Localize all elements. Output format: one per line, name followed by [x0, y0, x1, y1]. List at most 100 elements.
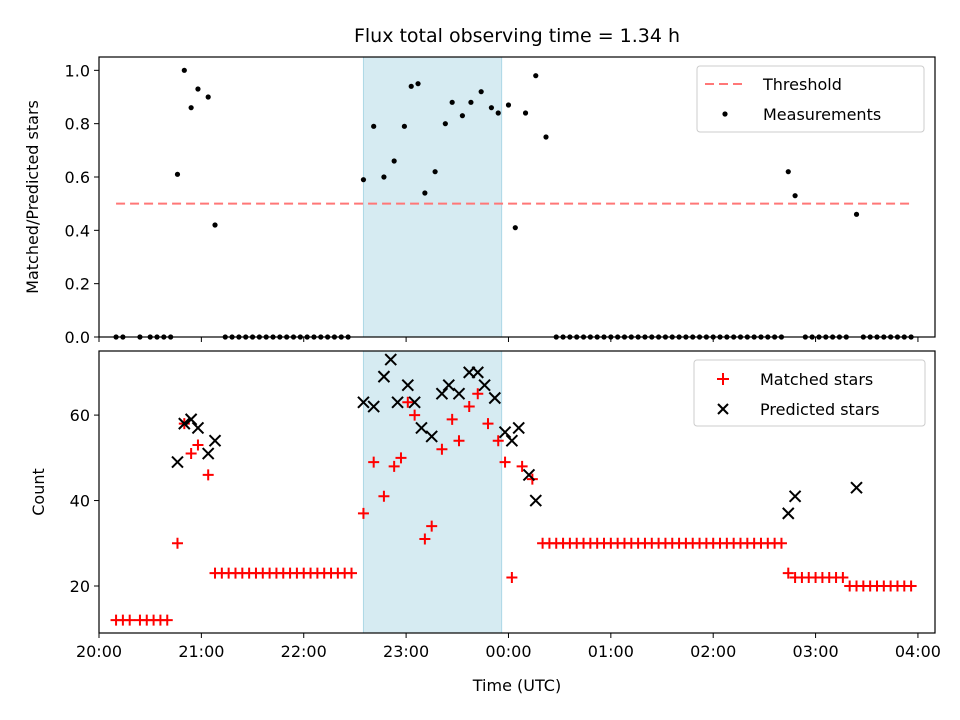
measurements-point [181, 67, 187, 73]
measurements-point [468, 99, 474, 105]
bottom-y-tick-label: 60 [70, 406, 90, 425]
matched-stars-point [775, 537, 787, 549]
matched-stars-point [357, 507, 369, 519]
matched-legend-label: Matched stars [760, 370, 873, 389]
matched-stars-point [905, 580, 917, 592]
top-legend-box [696, 65, 925, 133]
bottom-legend: Matched stars Predicted stars [693, 359, 926, 427]
top-y-tick-label: 0.4 [65, 221, 90, 240]
top-legend: Threshold Measurements [696, 65, 925, 133]
matched-stars-point [453, 435, 465, 447]
measurements-point [195, 86, 201, 92]
measurements-point [488, 105, 495, 111]
top-y-tick-label: 0.0 [65, 328, 90, 347]
predicted-stars-point [377, 370, 391, 383]
chart-title: Flux total observing time = 1.34 h [354, 25, 680, 47]
predicted-stars-point [201, 447, 215, 460]
top-y-tick-label: 0.8 [65, 115, 90, 134]
predicted-legend-label: Predicted stars [760, 400, 880, 419]
matched-stars-point [426, 520, 438, 532]
matched-stars-point [436, 443, 448, 455]
matched-stars-point [419, 533, 431, 545]
bottom-x-tick-label: 03:00 [793, 642, 839, 661]
measurements-point [522, 110, 529, 116]
measurements-point [205, 94, 211, 100]
measurements-legend-marker [722, 111, 728, 117]
measurements-point [853, 211, 860, 217]
top-shaded-interval [362, 56, 503, 338]
bottom-y-tick-label: 20 [70, 577, 90, 596]
bottom-x-tick-label: 20:00 [76, 642, 122, 661]
measurements-point [533, 73, 539, 79]
predicted-stars-point [384, 353, 397, 366]
predicted-stars-point [367, 400, 380, 413]
measurements-point [408, 83, 414, 89]
predicted-stars-point [505, 434, 519, 447]
matched-stars-point [346, 567, 358, 579]
measurements-point [415, 81, 421, 87]
predicted-stars-point [512, 421, 525, 435]
predicted-stars-point [442, 378, 455, 392]
matched-stars-point [202, 469, 214, 481]
measurements-point [495, 110, 501, 116]
matched-stars-point [185, 448, 197, 460]
predicted-stars-point [435, 387, 449, 400]
measurements-point [391, 158, 397, 164]
measurements-point [449, 99, 455, 105]
x-axis-label: Time (UTC) [472, 676, 561, 695]
predicted-stars-point [452, 387, 466, 400]
predicted-stars-point [522, 468, 536, 482]
measurements-point [212, 222, 218, 228]
predicted-stars-point [208, 434, 222, 447]
matched-stars-point [388, 460, 400, 472]
predicted-legend-marker [717, 403, 729, 415]
predicted-stars-point [478, 378, 491, 392]
matched-stars-point [492, 435, 504, 447]
measurements-point [785, 169, 791, 175]
predicted-stars-point [415, 421, 428, 435]
measurements-point [505, 102, 512, 108]
top-panel: 0.0 0.2 0.4 0.6 0.8 1.0 Matched/Predicted sta… [23, 56, 936, 347]
predicted-stars-point [171, 455, 184, 469]
threshold-legend-label: Threshold [762, 75, 842, 94]
measurements-point [459, 113, 466, 119]
measurements-point [360, 177, 367, 183]
bottom-panel: 20:00 21:00 22:00 23:00 00:00 01:00 02:00 03:00… [29, 350, 941, 695]
matched-stars-point [409, 409, 421, 421]
matched-stars-point [368, 456, 380, 468]
bottom-x-tick-label: 00:00 [485, 642, 531, 661]
matched-stars-point [506, 571, 518, 583]
measurements-legend-label: Measurements [763, 105, 881, 124]
measurements-point [442, 121, 448, 127]
measurements-point [792, 193, 798, 199]
bottom-x-tick-label: 21:00 [178, 642, 224, 661]
matched-stars-point [516, 460, 528, 472]
bottom-axes-frame [98, 350, 936, 634]
matched-stars-point [837, 571, 849, 583]
measurements-point [512, 225, 518, 231]
top-axes-frame [98, 56, 936, 338]
measurements-point [381, 174, 387, 180]
measurements-point [432, 169, 438, 175]
bottom-x-tick-label: 04:00 [895, 642, 941, 661]
predicted-stars-point [178, 417, 191, 430]
measurements-point [543, 134, 549, 140]
measurements-point [371, 123, 377, 129]
predicted-stars-point [391, 396, 404, 409]
top-y-tick-label: 0.2 [65, 275, 90, 294]
predicted-stars-point [471, 366, 484, 379]
predicted-stars-point [425, 430, 438, 443]
bottom-x-tick-label: 22:00 [281, 642, 327, 661]
matched-stars-point [378, 490, 390, 502]
predicted-stars-point [850, 481, 863, 494]
matched-stars-point [192, 439, 204, 451]
predicted-stars-point [408, 396, 421, 409]
bottom-y-tick-label: 40 [70, 492, 90, 511]
predicted-stars-point [357, 396, 370, 409]
bottom-x-tick-label: 02:00 [690, 642, 736, 661]
matched-stars-point [499, 456, 511, 468]
matched-stars-point [161, 614, 173, 626]
predicted-stars-point [401, 378, 415, 392]
measurements-point [174, 171, 181, 177]
